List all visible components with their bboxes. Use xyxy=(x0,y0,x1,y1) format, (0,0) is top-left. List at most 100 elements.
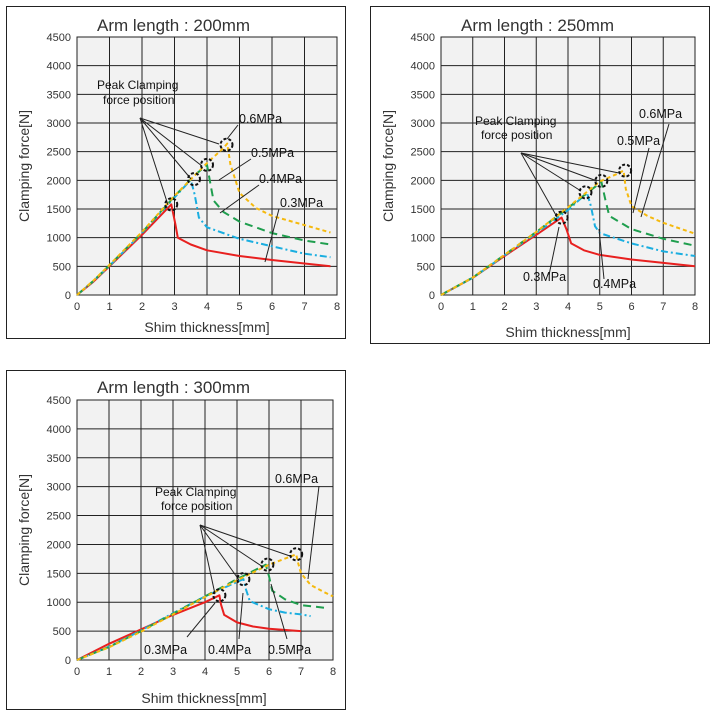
curve-label-0.4MPa: 0.4MPa xyxy=(208,643,251,657)
y-tick-label: 4000 xyxy=(411,61,435,73)
x-tick-label: 7 xyxy=(660,301,666,313)
x-tick-label: 3 xyxy=(170,666,176,678)
chart-title: Arm length : 200mm xyxy=(97,16,250,35)
curve-label-0.6MPa: 0.6MPa xyxy=(239,112,282,126)
y-tick-label: 4500 xyxy=(47,395,71,407)
chart-250mm: Arm length : 250mm 0 500 1000 1500 2000 2500 3… xyxy=(380,16,698,340)
chart-300mm: Arm length : 300mm 0 500 1000 1500 2000 2500 3… xyxy=(16,378,336,706)
x-ticks: 0 1 2 3 4 5 6 7 8 xyxy=(74,301,340,313)
peak-marker xyxy=(219,137,234,152)
curve-label-0.6MPa: 0.6MPa xyxy=(275,472,318,486)
series-line-0.4MPa xyxy=(440,191,696,296)
curve-label-0.3MPa: 0.3MPa xyxy=(523,270,566,284)
curve-label-0.4MPa: 0.4MPa xyxy=(593,277,636,291)
annotation-line-2: force position xyxy=(103,93,174,107)
series-line-0.6MPa xyxy=(440,169,696,296)
y-tick-label: 3500 xyxy=(411,89,435,101)
x-tick-label: 3 xyxy=(533,301,539,313)
series-line-0.3MPa xyxy=(76,594,302,661)
y-tick-label: 2000 xyxy=(47,175,71,187)
y-ticks: 0 500 1000 1500 2000 2500 3000 3500 4000 4500 xyxy=(411,32,435,302)
peak-marker xyxy=(618,163,633,178)
x-tick-label: 1 xyxy=(470,301,476,313)
chart-title: Arm length : 250mm xyxy=(461,16,614,35)
y-tick-label: 1000 xyxy=(47,597,71,609)
x-axis-label: Shim thickness[mm] xyxy=(141,690,266,706)
peak-marker xyxy=(289,547,304,562)
grid-lines xyxy=(76,36,338,296)
annotation-line-1: Peak Clamping xyxy=(155,485,236,499)
peak-markers xyxy=(554,163,633,225)
y-ticks: 0 500 1000 1500 2000 2500 3000 3500 4000 4500 xyxy=(47,32,71,302)
series-line-0.6MPa xyxy=(76,553,334,661)
y-tick-label: 1500 xyxy=(411,204,435,216)
y-tick-label: 500 xyxy=(53,626,71,638)
x-tick-label: 7 xyxy=(298,666,304,678)
curve-label-0.4MPa: 0.4MPa xyxy=(259,172,302,186)
x-ticks: 0 1 2 3 4 5 6 7 8 xyxy=(438,301,698,313)
y-tick-label: 2500 xyxy=(411,147,435,159)
curve-label-0.3MPa: 0.3MPa xyxy=(280,196,323,210)
x-tick-label: 1 xyxy=(106,666,112,678)
y-tick-label: 3000 xyxy=(411,118,435,130)
x-axis-label: Shim thickness[mm] xyxy=(144,319,269,335)
x-tick-label: 4 xyxy=(565,301,571,313)
x-tick-label: 4 xyxy=(204,301,210,313)
leader-lines xyxy=(139,117,280,263)
series-line-0.4MPa xyxy=(76,178,331,296)
peak-markers xyxy=(212,547,304,603)
y-axis-label: Clamping force[N] xyxy=(16,110,32,222)
y-tick-label: 0 xyxy=(65,655,71,667)
y-tick-label: 2000 xyxy=(411,175,435,187)
peak-marker xyxy=(200,157,214,172)
y-tick-label: 4500 xyxy=(47,32,71,44)
curve-label-0.5MPa: 0.5MPa xyxy=(268,643,311,657)
curve-label-0.6MPa: 0.6MPa xyxy=(639,107,682,121)
y-tick-label: 3000 xyxy=(47,482,71,494)
peak-marker xyxy=(236,572,251,587)
x-tick-label: 0 xyxy=(438,301,444,313)
series-group xyxy=(440,169,696,296)
grid-lines xyxy=(440,36,696,296)
series-line-0.5MPa xyxy=(440,180,696,296)
y-tick-label: 3000 xyxy=(47,118,71,130)
series-line-0.5MPa xyxy=(76,563,327,661)
chart-200mm: Arm length : 200mm 0 500 1000 1500 2000 2500 3… xyxy=(16,16,340,335)
y-tick-label: 2500 xyxy=(47,511,71,523)
annotation-line-2: force position xyxy=(481,128,552,142)
peak-marker xyxy=(578,185,593,200)
x-tick-label: 8 xyxy=(330,666,336,678)
y-tick-label: 4500 xyxy=(411,32,435,44)
y-ticks: 0 500 1000 1500 2000 2500 3000 3500 4000 4500 xyxy=(47,395,71,667)
y-tick-label: 4000 xyxy=(47,61,71,73)
y-tick-label: 1500 xyxy=(47,568,71,580)
x-tick-label: 6 xyxy=(628,301,634,313)
x-tick-label: 0 xyxy=(74,666,80,678)
series-line-0.6MPa xyxy=(76,142,331,296)
peak-marker xyxy=(594,173,609,188)
x-tick-label: 2 xyxy=(501,301,507,313)
y-tick-label: 1000 xyxy=(411,233,435,245)
y-tick-label: 500 xyxy=(417,261,435,273)
y-tick-label: 0 xyxy=(65,290,71,302)
x-tick-label: 2 xyxy=(139,301,145,313)
annotation-line-2: force position xyxy=(161,499,232,513)
y-axis-label: Clamping force[N] xyxy=(16,474,32,586)
y-tick-label: 1500 xyxy=(47,204,71,216)
y-tick-label: 1000 xyxy=(47,233,71,245)
peak-marker xyxy=(187,172,201,187)
chart-title: Arm length : 300mm xyxy=(97,378,250,397)
y-tick-label: 4000 xyxy=(47,424,71,436)
x-tick-label: 5 xyxy=(597,301,603,313)
peak-marker xyxy=(260,557,275,572)
x-tick-label: 5 xyxy=(234,666,240,678)
curve-label-0.5MPa: 0.5MPa xyxy=(251,146,294,160)
y-tick-label: 3500 xyxy=(47,453,71,465)
curve-label-0.3MPa: 0.3MPa xyxy=(144,643,187,657)
annotation-line-1: Peak Clamping xyxy=(97,78,178,92)
x-tick-label: 2 xyxy=(138,666,144,678)
series-group xyxy=(76,142,331,296)
leader-lines xyxy=(520,123,670,280)
y-axis-label: Clamping force[N] xyxy=(380,110,396,222)
y-tick-label: 0 xyxy=(429,290,435,302)
